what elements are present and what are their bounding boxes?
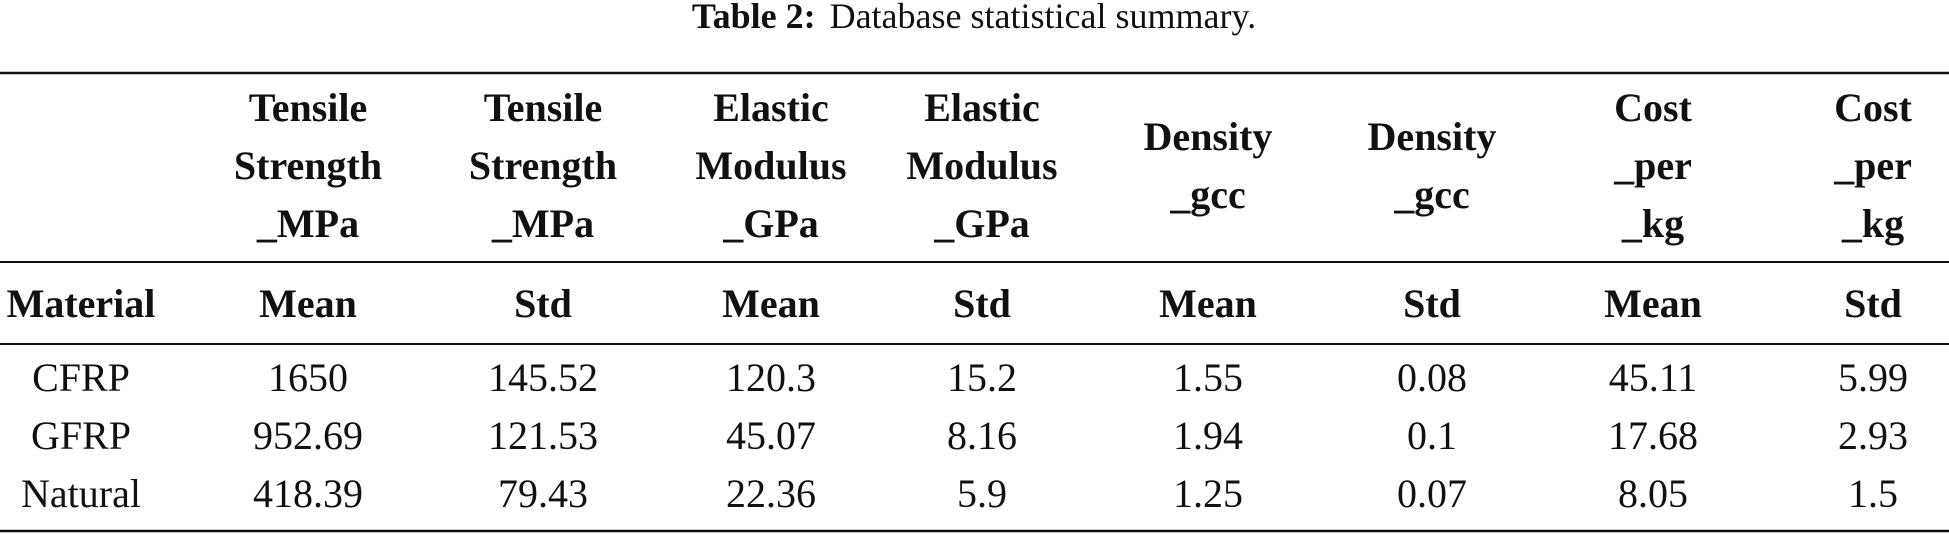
table-cell: 2.93 bbox=[1838, 413, 1908, 458]
table-cell: 1650 bbox=[268, 355, 348, 400]
table-cell: 0.07 bbox=[1397, 471, 1467, 516]
header-cell: Strength bbox=[469, 143, 617, 188]
table-cell: 418.39 bbox=[253, 471, 363, 516]
table-cell: 1.94 bbox=[1173, 413, 1243, 458]
header-cell: Tensile bbox=[249, 85, 368, 130]
table-cell: Natural bbox=[21, 471, 141, 516]
header-cell: Density bbox=[1368, 114, 1497, 159]
header-cell: _MPa bbox=[491, 201, 594, 246]
table-cell: 45.11 bbox=[1609, 355, 1698, 400]
table-cell: 1.5 bbox=[1848, 471, 1898, 516]
subheader-cell: Mean bbox=[1604, 281, 1702, 326]
subheader-cell: Mean bbox=[722, 281, 820, 326]
subheader-cell: Mean bbox=[259, 281, 357, 326]
header-cell: Modulus bbox=[695, 143, 846, 188]
table-cell: 22.36 bbox=[726, 471, 816, 516]
header-cell: Strength bbox=[234, 143, 382, 188]
header-cell: _per bbox=[1833, 143, 1912, 188]
header-cell: _MPa bbox=[256, 201, 359, 246]
header-cell: _gcc bbox=[1169, 172, 1246, 217]
subheader-cell: Std bbox=[953, 281, 1011, 326]
header-cell: Elastic bbox=[924, 85, 1040, 130]
header-cell: Density bbox=[1144, 114, 1273, 159]
caption: Table 2: Database statistical summary. bbox=[692, 0, 1256, 36]
header-cell: _kg bbox=[1621, 201, 1684, 246]
header-cell: _kg bbox=[1841, 201, 1904, 246]
table-cell: 17.68 bbox=[1608, 413, 1698, 458]
table-cell: 121.53 bbox=[488, 413, 598, 458]
table-cell: 8.05 bbox=[1618, 471, 1688, 516]
table-cell: 45.07 bbox=[726, 413, 816, 458]
subheader-cell: Std bbox=[514, 281, 572, 326]
header-cell: _GPa bbox=[722, 201, 819, 246]
subheader-cell: Std bbox=[1844, 281, 1902, 326]
table-cell: GFRP bbox=[31, 413, 131, 458]
header-cell: Cost bbox=[1834, 85, 1912, 130]
header-cell: Tensile bbox=[484, 85, 603, 130]
table-cell: 1.25 bbox=[1173, 471, 1243, 516]
table-cell: 5.9 bbox=[957, 471, 1007, 516]
subheader-cell: Std bbox=[1403, 281, 1461, 326]
table-cell: 5.99 bbox=[1838, 355, 1908, 400]
table-cell: 0.1 bbox=[1407, 413, 1457, 458]
caption-label: Table 2: bbox=[692, 0, 816, 36]
table-cell: 145.52 bbox=[488, 355, 598, 400]
table-cell: 1.55 bbox=[1173, 355, 1243, 400]
table-cell: 79.43 bbox=[498, 471, 588, 516]
subheader-cell: Mean bbox=[1159, 281, 1257, 326]
header-cell: Cost bbox=[1614, 85, 1692, 130]
table-cell: CFRP bbox=[32, 355, 130, 400]
header-cell: _GPa bbox=[933, 201, 1030, 246]
header-cell: Modulus bbox=[906, 143, 1057, 188]
table-cell: 8.16 bbox=[947, 413, 1017, 458]
table-cell: 952.69 bbox=[253, 413, 363, 458]
caption-text: Database statistical summary. bbox=[830, 0, 1257, 36]
subheader-cell: Material bbox=[7, 281, 156, 326]
header-cell: _gcc bbox=[1393, 172, 1470, 217]
header-cell: _per bbox=[1613, 143, 1692, 188]
header-cell: Elastic bbox=[713, 85, 829, 130]
table-cell: 0.08 bbox=[1397, 355, 1467, 400]
table-cell: 15.2 bbox=[947, 355, 1017, 400]
table-cell: 120.3 bbox=[726, 355, 816, 400]
